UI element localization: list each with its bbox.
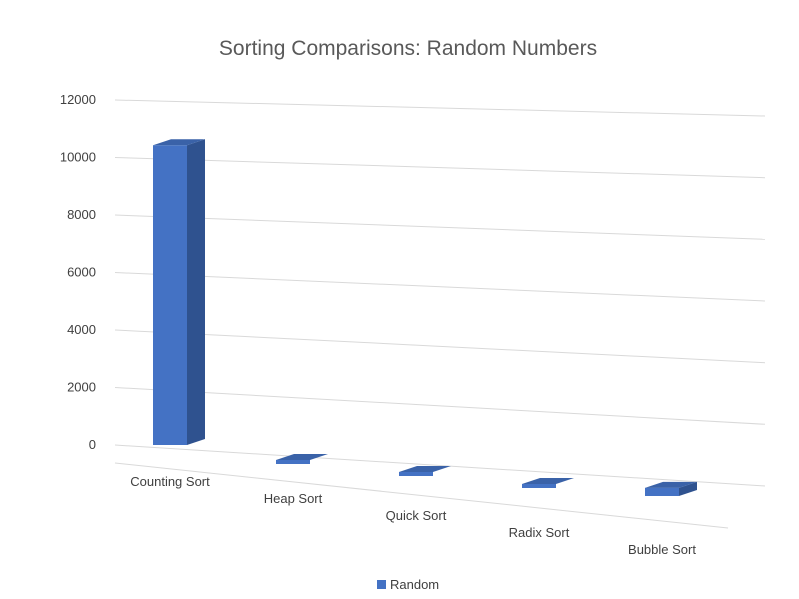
x-tick-label: Heap Sort bbox=[264, 491, 323, 506]
gridlines bbox=[114, 99, 766, 529]
gridline bbox=[114, 329, 766, 364]
gridline bbox=[114, 214, 766, 240]
y-tick-label: 0 bbox=[89, 437, 96, 452]
bar-front bbox=[153, 145, 187, 445]
bar bbox=[153, 139, 205, 445]
bar-front bbox=[522, 484, 556, 488]
bar-side bbox=[187, 139, 205, 445]
bar bbox=[399, 466, 451, 476]
bar bbox=[522, 478, 574, 488]
gridline bbox=[114, 272, 766, 302]
bar-side bbox=[679, 481, 697, 496]
legend-swatch-random bbox=[377, 580, 386, 589]
x-tick-label: Counting Sort bbox=[130, 474, 210, 489]
y-tick-label: 10000 bbox=[60, 150, 96, 165]
x-tick-label: Bubble Sort bbox=[628, 542, 696, 557]
bar bbox=[645, 481, 697, 496]
bar-front bbox=[645, 487, 679, 496]
chart-title: Sorting Comparisons: Random Numbers bbox=[219, 37, 597, 60]
bar bbox=[276, 454, 328, 464]
gridline bbox=[114, 157, 766, 179]
bar-top bbox=[276, 454, 328, 460]
floor-edge bbox=[114, 462, 729, 529]
x-axis: Counting Sort Heap Sort Quick Sort Radix So… bbox=[130, 474, 696, 557]
x-tick-label: Radix Sort bbox=[509, 525, 570, 540]
y-tick-label: 6000 bbox=[67, 265, 96, 280]
legend-label-random: Random bbox=[390, 577, 439, 592]
bar-top bbox=[399, 466, 451, 472]
y-tick-label: 4000 bbox=[67, 322, 96, 337]
bar-front bbox=[399, 472, 433, 476]
bar-top bbox=[153, 139, 205, 146]
x-tick-label: Quick Sort bbox=[386, 508, 447, 523]
gridline bbox=[114, 444, 766, 487]
bar-top bbox=[645, 481, 697, 488]
gridline bbox=[114, 387, 766, 425]
legend: Random bbox=[377, 577, 439, 592]
gridline bbox=[114, 99, 766, 117]
bar-front bbox=[276, 460, 310, 464]
bars bbox=[153, 139, 697, 496]
y-tick-label: 12000 bbox=[60, 92, 96, 107]
y-tick-label: 8000 bbox=[67, 207, 96, 222]
bar-top bbox=[522, 478, 574, 484]
y-axis: 0 2000 4000 6000 8000 10000 12000 bbox=[60, 92, 96, 452]
y-tick-label: 2000 bbox=[67, 380, 96, 395]
